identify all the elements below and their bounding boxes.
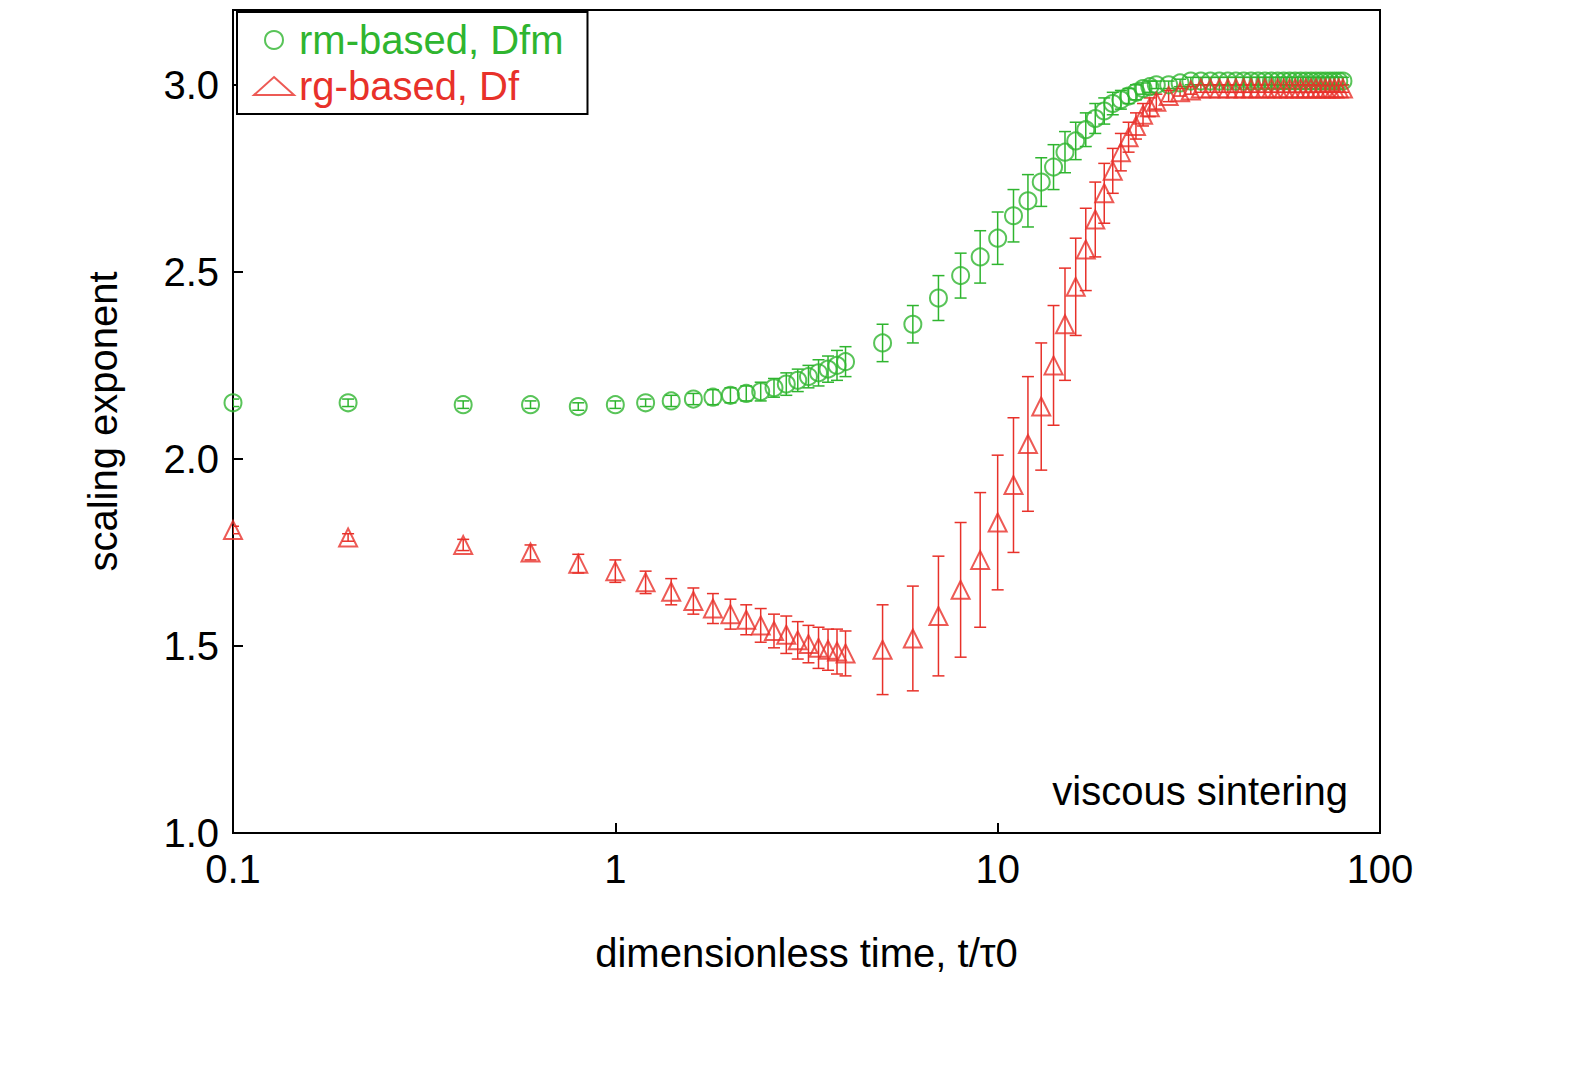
svg-text:10: 10 [975,847,1020,891]
svg-text:1.0: 1.0 [163,811,219,855]
svg-text:2.5: 2.5 [163,250,219,294]
svg-text:2.0: 2.0 [163,437,219,481]
svg-text:3.0: 3.0 [163,63,219,107]
svg-text:1.5: 1.5 [163,624,219,668]
svg-text:1: 1 [604,847,626,891]
svg-text:rg-based, Df: rg-based, Df [299,64,520,108]
svg-text:100: 100 [1347,847,1414,891]
svg-text:rm-based, Dfm: rm-based, Dfm [299,18,564,62]
svg-text:0.1: 0.1 [205,847,261,891]
svg-text:scaling exponent: scaling exponent [81,271,125,571]
svg-text:viscous sintering: viscous sintering [1052,769,1348,813]
svg-text:dimensionless time, t/τ0: dimensionless time, t/τ0 [595,931,1018,975]
